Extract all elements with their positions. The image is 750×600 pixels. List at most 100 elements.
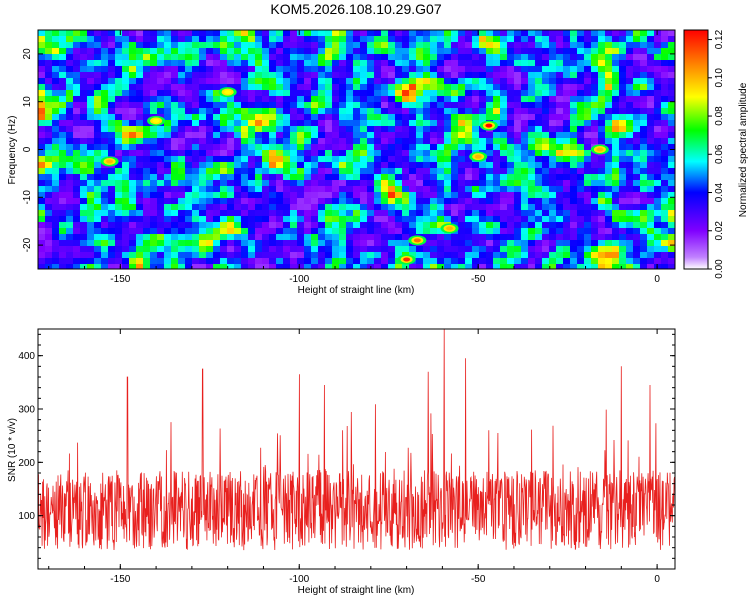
heatmap-cell xyxy=(472,66,480,73)
heatmap-cell xyxy=(633,186,641,193)
heatmap-cell xyxy=(66,84,74,91)
heatmap-cell xyxy=(276,252,284,259)
heatmap-cell xyxy=(465,162,473,169)
heatmap-cell xyxy=(528,60,536,67)
heatmap-cell xyxy=(360,132,368,139)
heatmap-cell xyxy=(255,240,263,247)
heatmap-cell xyxy=(353,240,361,247)
heatmap-cell xyxy=(325,258,333,265)
heatmap-cell xyxy=(423,42,431,49)
heatmap-cell xyxy=(563,210,571,217)
heatmap-cell xyxy=(500,234,508,241)
heatmap-cell xyxy=(80,180,88,187)
heatmap-cell xyxy=(346,234,354,241)
heatmap-cell xyxy=(584,126,592,133)
heatmap-cell xyxy=(59,234,67,241)
heatmap-cell xyxy=(500,204,508,211)
heatmap-cell xyxy=(346,162,354,169)
heatmap-cell xyxy=(115,84,123,91)
heatmap-cell xyxy=(542,42,550,49)
heatmap-cell xyxy=(122,264,130,269)
heatmap-cell xyxy=(199,54,207,61)
heatmap-cell xyxy=(493,264,501,269)
heatmap-cell xyxy=(514,168,522,175)
heatmap-cell xyxy=(633,102,641,109)
heatmap-cell xyxy=(122,150,130,157)
heatmap-cell xyxy=(577,198,585,205)
heatmap-cell xyxy=(206,234,214,241)
heatmap-cell xyxy=(346,204,354,211)
heatmap-cell xyxy=(668,186,675,193)
heatmap-cell xyxy=(423,168,431,175)
heatmap-cell xyxy=(367,162,375,169)
heatmap-cell xyxy=(143,210,151,217)
heatmap-cell xyxy=(241,210,249,217)
heatmap-cell xyxy=(206,72,214,79)
heatmap-cell xyxy=(325,192,333,199)
heatmap-cell xyxy=(290,162,298,169)
heatmap-cell xyxy=(283,156,291,163)
heatmap-cell xyxy=(255,204,263,211)
heatmap-cell xyxy=(360,72,368,79)
heatmap-cell xyxy=(73,252,81,259)
heatmap-cell xyxy=(213,216,221,223)
heatmap-cell xyxy=(493,78,501,85)
heatmap-cell xyxy=(472,90,480,97)
heatmap-cell xyxy=(486,228,494,235)
heatmap-cell xyxy=(136,234,144,241)
heatmap-cell xyxy=(528,192,536,199)
heatmap-cell xyxy=(430,246,438,253)
heatmap-cell xyxy=(122,180,130,187)
heatmap-cell xyxy=(38,234,46,241)
heatmap-cell xyxy=(213,162,221,169)
heatmap-cell xyxy=(332,60,340,67)
heatmap-cell xyxy=(108,144,116,151)
heatmap-cell xyxy=(241,180,249,187)
heatmap-cell xyxy=(66,174,74,181)
heatmap-cell xyxy=(94,36,102,43)
heatmap-cell xyxy=(367,132,375,139)
heatmap-cell xyxy=(199,114,207,121)
heatmap-cell xyxy=(157,252,165,259)
heatmap-cell xyxy=(605,162,613,169)
heatmap-cell xyxy=(577,114,585,121)
heatmap-cell xyxy=(185,210,193,217)
heatmap-cell xyxy=(367,228,375,235)
heatmap-cell xyxy=(458,78,466,85)
heatmap-cell xyxy=(304,54,312,61)
heatmap-cell xyxy=(605,168,613,175)
heatmap-cell xyxy=(213,240,221,247)
heatmap-cell xyxy=(283,132,291,139)
heatmap-cell xyxy=(213,102,221,109)
heatmap-cell xyxy=(563,42,571,49)
heatmap-cell xyxy=(605,90,613,97)
heatmap-cell xyxy=(486,162,494,169)
heatmap-cell xyxy=(297,210,305,217)
heatmap-cell xyxy=(136,114,144,121)
heatmap-cell xyxy=(423,30,431,37)
heatmap-cell xyxy=(255,210,263,217)
heatmap-cell xyxy=(255,90,263,97)
heatmap-cell xyxy=(143,246,151,253)
heatmap-cell xyxy=(528,90,536,97)
heatmap-cell xyxy=(367,54,375,61)
heatmap-cell xyxy=(101,228,109,235)
heatmap-cell xyxy=(521,66,529,73)
heatmap-cell xyxy=(409,150,417,157)
heatmap-cell xyxy=(241,132,249,139)
heatmap-cell xyxy=(423,198,431,205)
heatmap-cell xyxy=(633,222,641,229)
heatmap-cell xyxy=(346,144,354,151)
heatmap-cell xyxy=(38,192,46,199)
heatmap-cell xyxy=(647,222,655,229)
heatmap-cell xyxy=(360,162,368,169)
heatmap-cell xyxy=(178,186,186,193)
heatmap-cell xyxy=(38,126,46,133)
heatmap-cell xyxy=(276,30,284,37)
heatmap-cell xyxy=(458,120,466,127)
heatmap-cell xyxy=(164,114,172,121)
heatmap-cell xyxy=(255,132,263,139)
heatmap-cell xyxy=(206,144,214,151)
heatmap-cell xyxy=(136,204,144,211)
heatmap-cell xyxy=(136,42,144,49)
